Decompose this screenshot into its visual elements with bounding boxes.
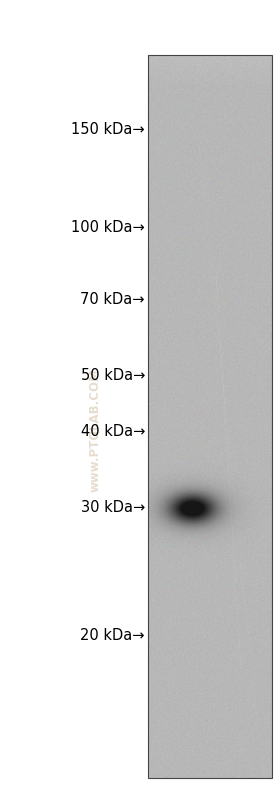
Text: www.PTGLAB.COM: www.PTGLAB.COM (88, 368, 101, 492)
Bar (148, 55, 272, 778)
Text: 70 kDa→: 70 kDa→ (81, 292, 145, 308)
Text: 40 kDa→: 40 kDa→ (81, 424, 145, 439)
Text: 30 kDa→: 30 kDa→ (81, 500, 145, 515)
Text: 150 kDa→: 150 kDa→ (71, 122, 145, 137)
Text: 20 kDa→: 20 kDa→ (81, 627, 145, 642)
Text: 50 kDa→: 50 kDa→ (81, 368, 145, 383)
Text: 100 kDa→: 100 kDa→ (71, 221, 145, 236)
